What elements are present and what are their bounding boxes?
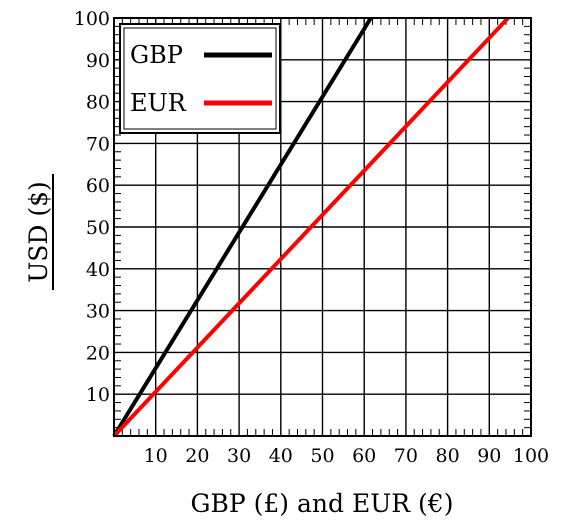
y-tick-label: 30	[86, 301, 110, 323]
y-tick-label: 80	[86, 92, 110, 114]
x-tick-labels: 10 20 30 40 50 60 70 80 90 100	[144, 445, 550, 467]
x-tick-label: 100	[513, 445, 549, 467]
y-tick-label: 10	[86, 384, 110, 406]
y-tick-labels: 10 20 30 40 50 60 70 80 90 100	[74, 8, 110, 406]
legend-label-gbp: GBP	[130, 41, 183, 69]
legend-entries: GBP EUR	[130, 41, 272, 117]
series-line-gbp	[112, 16, 373, 438]
y-tick-label: 90	[86, 50, 110, 72]
legend-label-eur: EUR	[130, 89, 187, 117]
series-lines	[112, 16, 510, 438]
x-tick-label: 60	[352, 445, 376, 467]
legend-box-inner	[123, 27, 277, 130]
plot-frame	[113, 17, 532, 437]
y-tick-label: 60	[86, 175, 110, 197]
y-axis-title-group: USD ($)	[24, 174, 54, 290]
y-tick-label: 100	[74, 8, 110, 30]
y-axis-title: USD ($)	[24, 181, 53, 283]
y-tick-label: 70	[86, 133, 110, 155]
x-tick-label: 20	[185, 445, 209, 467]
x-tick-label: 50	[310, 445, 334, 467]
legend: GBP EUR	[119, 23, 281, 134]
y-tick-label: 40	[86, 259, 110, 281]
legend-box	[119, 23, 281, 134]
x-tick-label: 90	[477, 445, 501, 467]
x-axis-title: GBP (£) and EUR (€)	[191, 489, 454, 518]
x-tick-label: 10	[144, 445, 168, 467]
series-line-eur	[112, 16, 510, 438]
x-tick-label: 40	[269, 445, 293, 467]
x-tick-label: 30	[227, 445, 251, 467]
y-tick-label: 50	[86, 217, 110, 239]
x-tick-label: 80	[436, 445, 460, 467]
y-tick-label: 20	[86, 342, 110, 364]
x-tick-label: 70	[394, 445, 418, 467]
